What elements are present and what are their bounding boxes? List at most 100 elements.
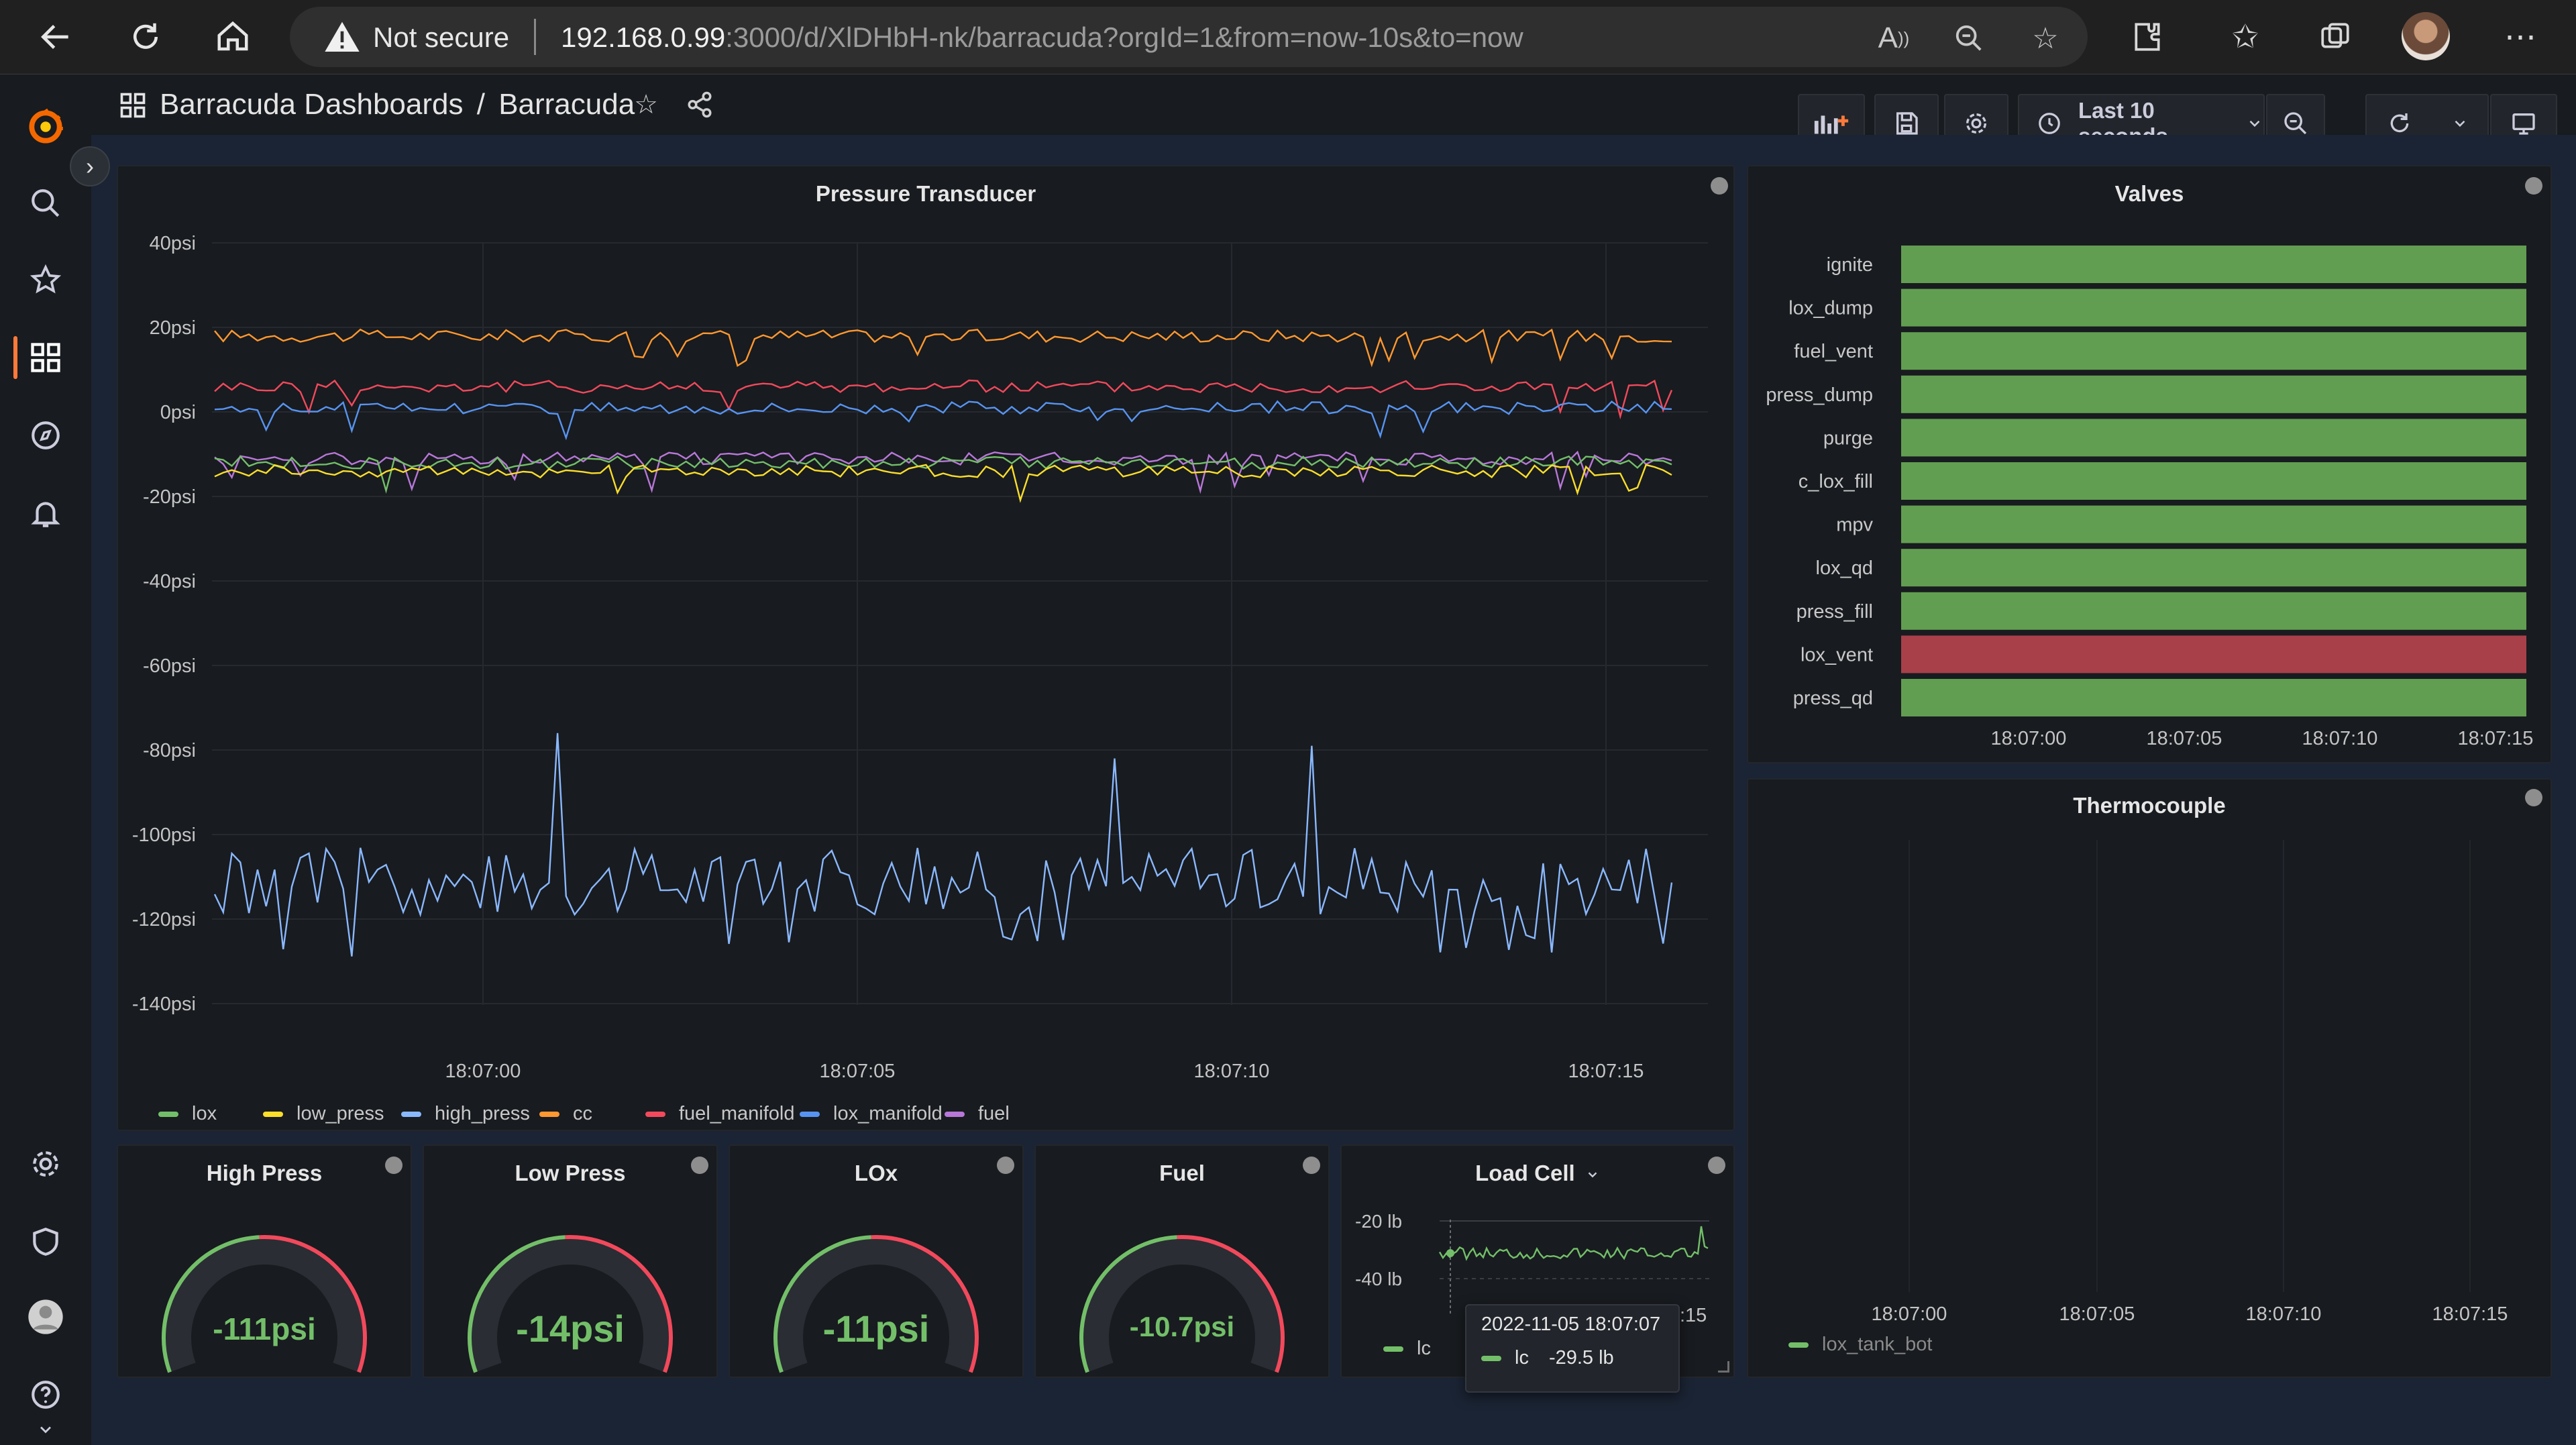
extensions-icon[interactable] [2127, 16, 2168, 58]
gauge-track [1083, 1239, 1281, 1372]
valve-state-bar [1901, 246, 2526, 283]
legend-swatch [800, 1111, 820, 1117]
legend-label: lox_manifold [833, 1103, 943, 1124]
help-icon[interactable] [23, 1372, 68, 1417]
y-tick-label: -40psi [143, 571, 196, 592]
x-tick-label: 18:07:10 [2302, 728, 2378, 749]
share-icon[interactable] [683, 88, 716, 121]
pressure-chart[interactable]: 40psi 20psi 0psi -20psi -40psi -60psi -80psi -1… [118, 166, 1733, 1130]
gauge-track [472, 1239, 669, 1372]
user-avatar-icon[interactable] [23, 1294, 68, 1340]
chevron-down-icon[interactable] [23, 1416, 68, 1443]
x-tick-label: 18:07:05 [2147, 728, 2222, 749]
home-icon[interactable] [208, 12, 258, 62]
panel-gauge-fuel[interactable]: Fuel -10.7psi [1034, 1144, 1330, 1378]
clock-icon [2037, 111, 2062, 136]
valve-state-bar [1901, 462, 2526, 500]
x-tick-label: 18:07:00 [1991, 728, 2067, 749]
legend-swatch [158, 1111, 178, 1117]
valve-state-bar [1901, 375, 2526, 413]
legend-label: fuel [978, 1103, 1010, 1124]
legend-swatch [539, 1111, 559, 1117]
panel-title[interactable]: LOx [854, 1161, 898, 1185]
x-tick-label: 18:07:10 [2246, 1303, 2322, 1325]
series-line-high_press [213, 733, 1673, 957]
panel-title[interactable]: High Press [206, 1161, 323, 1185]
panel-gauge-low-press[interactable]: Low Press -14psi [423, 1144, 718, 1378]
y-tick-label: 0psi [160, 402, 196, 423]
dashboards-icon[interactable] [23, 335, 68, 380]
starred-icon[interactable] [23, 257, 68, 303]
star-icon[interactable]: ☆ [634, 90, 658, 119]
tooltip-time: 2022-11-05 18:07:07 [1481, 1314, 1661, 1335]
explore-icon[interactable] [23, 413, 68, 458]
panel-valves[interactable]: Valves ignite lox_dump fuel_vent press_dump… [1747, 165, 2552, 763]
zoom-out-icon[interactable] [1949, 19, 1988, 58]
legend-item[interactable]: fuel_manifold [645, 1103, 795, 1125]
panel-thermocouple[interactable]: Thermocouple 18:07:00 18:07:05 18:07:10 18:… [1747, 778, 2552, 1378]
settings-gear-icon[interactable] [23, 1141, 68, 1187]
gauge-track [166, 1239, 363, 1372]
breadcrumb-folder[interactable]: Barracuda Dashboards [160, 88, 464, 121]
search-icon[interactable] [23, 180, 68, 226]
load-cell-chart[interactable]: -20 lb -40 lb:15 [1342, 1146, 1733, 1377]
series-line-fuel [214, 450, 1672, 494]
panel-gauge-high-press[interactable]: High Press -111psi [117, 1144, 412, 1378]
legend-item[interactable]: cc [539, 1103, 592, 1125]
more-menu-icon[interactable]: ⋯ [2504, 19, 2536, 55]
panel-title[interactable]: Pressure Transducer [815, 181, 1036, 206]
valve-label: ignite [1827, 254, 1873, 276]
legend-item[interactable]: lox_manifold [800, 1103, 943, 1125]
gauge-threshold-green [162, 1235, 260, 1373]
series-line-lox_manifold [214, 400, 1672, 441]
legend-item[interactable]: lc [1383, 1338, 1431, 1360]
grafana-logo-icon[interactable] [23, 104, 68, 150]
breadcrumb-dashboard[interactable]: Barracuda [498, 88, 635, 121]
valve-label: lox_qd [1816, 557, 1873, 579]
valve-label: purge [1823, 427, 1873, 449]
panel-gauge-lox[interactable]: LOx -11psi [729, 1144, 1024, 1378]
collections-icon[interactable] [2314, 16, 2356, 58]
panel-title[interactable]: Load Cell [1342, 1161, 1733, 1187]
y-tick-label: 40psi [150, 233, 196, 254]
shield-icon[interactable] [23, 1219, 68, 1265]
panel-status-dot [2525, 177, 2542, 195]
legend-swatch [945, 1111, 965, 1117]
add-favorite-icon[interactable]: ☆ [2032, 21, 2059, 55]
valve-state-bar [1901, 332, 2526, 370]
legend-item[interactable]: lox [158, 1103, 217, 1125]
y-tick-label: -100psi [132, 824, 196, 846]
chevron-down-icon[interactable] [1585, 1162, 1600, 1187]
panel-title[interactable]: Low Press [515, 1161, 626, 1185]
hover-point [1446, 1249, 1454, 1257]
favorites-icon[interactable]: ✩ [2231, 19, 2259, 55]
expand-sidebar-button[interactable]: › [70, 146, 110, 186]
grafana-sidebar [0, 74, 93, 1445]
legend-item[interactable]: low_press [263, 1103, 384, 1125]
legend-item[interactable]: fuel [945, 1103, 1010, 1125]
url-text[interactable]: 192.168.0.99:3000/d/XlDHbH-nk/barracuda?… [561, 21, 1523, 53]
gauge-threshold-red [871, 1235, 979, 1373]
panel-title[interactable]: Thermocouple [2073, 793, 2226, 818]
thermocouple-chart[interactable]: 18:07:00 18:07:05 18:07:10 18:07:15 [1748, 780, 2551, 1377]
legend-item[interactable]: high_press [401, 1103, 530, 1125]
not-secure-label[interactable]: Not secure [373, 21, 510, 53]
y-tick-label: -20psi [143, 486, 196, 508]
refresh-icon[interactable] [121, 12, 170, 62]
address-bar[interactable]: Not secure 192.168.0.99:3000/d/XlDHbH-nk… [290, 7, 2088, 67]
panel-title[interactable]: Fuel [1159, 1161, 1205, 1185]
read-aloud-icon[interactable]: A)) [1878, 21, 1910, 54]
valve-label: lox_dump [1788, 298, 1873, 319]
y-tick-label: -80psi [143, 740, 196, 761]
valve-state-bar [1901, 505, 2526, 543]
legend-swatch [645, 1111, 665, 1117]
legend-label: low_press [297, 1103, 384, 1124]
panel-pressure-transducer[interactable]: Pressure Transducer 40psi 20psi 0psi -20psi… [117, 165, 1735, 1131]
alerting-icon[interactable] [23, 490, 68, 536]
profile-avatar[interactable] [2402, 12, 2450, 60]
back-icon[interactable] [31, 12, 80, 62]
resize-handle-icon[interactable] [1718, 1361, 1729, 1373]
legend-item[interactable]: lox_tank_bot [1788, 1334, 1932, 1356]
panel-title[interactable]: Valves [2114, 181, 2184, 206]
